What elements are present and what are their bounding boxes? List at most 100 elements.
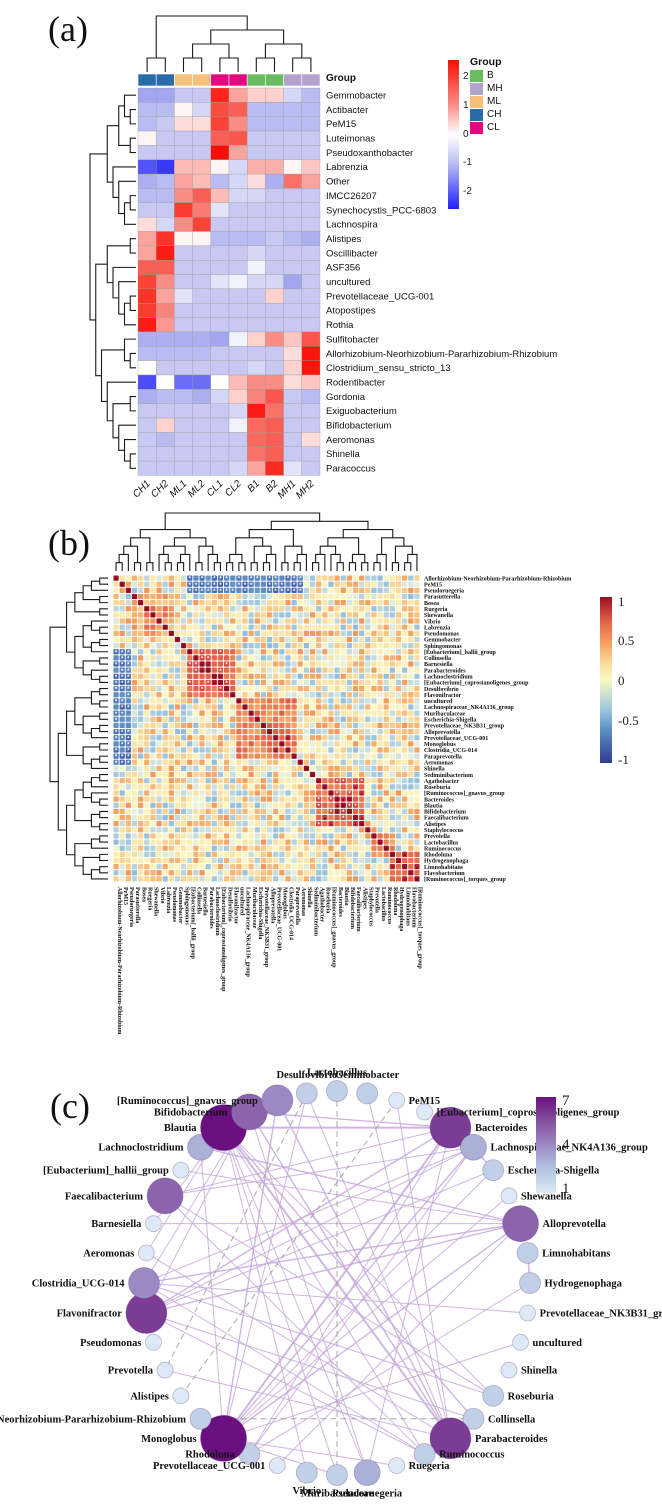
correlation-cell xyxy=(303,655,310,661)
correlation-cell xyxy=(346,642,353,649)
correlation-cell xyxy=(131,704,138,710)
correlation-cell xyxy=(303,833,310,839)
correlation-cell xyxy=(113,747,119,753)
correlation-cell xyxy=(266,864,273,870)
correlation-cell xyxy=(260,790,267,796)
correlation-cell xyxy=(328,673,334,679)
correlation-cell xyxy=(334,839,340,845)
correlation-cell xyxy=(414,802,420,808)
heatmap-cell xyxy=(210,231,230,247)
correlation-cell xyxy=(205,765,211,772)
correlation-cell xyxy=(414,827,420,833)
network-edge xyxy=(223,1127,475,1420)
correlation-cell xyxy=(408,839,414,845)
correlation-cell xyxy=(316,759,322,765)
correlation-cell xyxy=(279,790,285,796)
correlation-cell xyxy=(150,618,156,624)
correlation-cell xyxy=(340,685,346,692)
correlation-cell xyxy=(334,784,340,790)
heatmap-cell xyxy=(174,303,193,318)
correlation-cell xyxy=(389,802,395,808)
correlation-cell xyxy=(297,857,303,864)
correlation-cell xyxy=(297,618,303,624)
correlation-cell xyxy=(279,692,285,698)
correlation-cell xyxy=(217,857,224,864)
correlation-cell xyxy=(408,685,414,692)
correlation-cell xyxy=(266,679,273,686)
correlation-cell xyxy=(119,636,125,643)
correlation-cell xyxy=(389,851,395,857)
heatmap-cell xyxy=(210,374,230,390)
correlation-cell xyxy=(119,704,125,710)
correlation-cell xyxy=(340,642,346,649)
correlation-cell xyxy=(205,753,211,759)
column-label: Barnesiella xyxy=(202,887,208,916)
correlation-cell xyxy=(187,600,193,606)
row-label: [Ruminococcus]_torques_group xyxy=(424,877,506,883)
correlation-cell xyxy=(156,876,162,882)
correlation-cell xyxy=(297,593,303,600)
diagonal-triangle: ▲ xyxy=(261,723,265,728)
correlation-cell xyxy=(316,845,322,851)
correlation-cell xyxy=(162,685,168,692)
correlation-cell xyxy=(242,864,248,870)
correlation-cell xyxy=(408,661,414,667)
correlation-cell xyxy=(156,784,162,790)
row-label: [Eubacterium]_hallii_group xyxy=(424,650,497,656)
correlation-cell xyxy=(365,661,371,667)
correlation-cell xyxy=(156,679,162,686)
correlation-cell xyxy=(156,704,162,710)
correlation-cell xyxy=(230,765,236,772)
correlation-cell xyxy=(248,870,254,876)
correlation-cell xyxy=(236,784,242,790)
heatmap-cell xyxy=(301,159,321,175)
correlation-cell xyxy=(322,692,328,698)
correlation-cell xyxy=(254,759,260,765)
correlation-cell xyxy=(395,771,402,778)
correlation-cell xyxy=(211,851,217,857)
correlation-cell xyxy=(138,716,144,722)
correlation-cell xyxy=(279,661,285,667)
correlation-cell xyxy=(414,649,420,655)
correlation-cell xyxy=(236,624,242,630)
correlation-cell xyxy=(346,624,353,630)
heatmap-cell xyxy=(265,331,284,347)
correlation-cell xyxy=(174,771,181,778)
correlation-cell xyxy=(260,642,267,649)
correlation-cell xyxy=(125,587,131,593)
heatmap-cell xyxy=(228,346,248,361)
correlation-cell xyxy=(138,821,144,827)
diagonal-triangle: ▲ xyxy=(317,778,321,783)
correlation-cell xyxy=(193,649,199,655)
correlation-cell xyxy=(346,600,353,606)
correlation-cell xyxy=(328,600,334,606)
diagonal-triangle: ▲ xyxy=(390,852,394,857)
correlation-cell xyxy=(205,630,211,636)
correlation-cell xyxy=(193,655,199,661)
heatmap-cell xyxy=(228,260,248,275)
heatmap-cell xyxy=(301,130,321,146)
correlation-cell xyxy=(285,833,291,839)
heatmap-cell xyxy=(228,159,248,175)
correlation-cell xyxy=(199,722,205,729)
correlation-cell xyxy=(211,821,217,827)
correlation-cell xyxy=(266,753,273,759)
heatmap-cell xyxy=(174,102,193,117)
network-node xyxy=(189,1407,212,1430)
correlation-cell xyxy=(395,593,402,600)
correlation-cell xyxy=(334,722,340,729)
correlation-cell xyxy=(297,673,303,679)
correlation-cell xyxy=(248,827,254,833)
correlation-cell xyxy=(125,857,131,864)
correlation-cell xyxy=(156,655,162,661)
correlation-cell xyxy=(187,649,193,655)
significance-star: * xyxy=(219,589,222,595)
correlation-cell xyxy=(230,845,236,851)
correlation-cell xyxy=(113,814,119,821)
correlation-cell xyxy=(346,710,353,716)
heatmap-cell xyxy=(301,317,321,333)
correlation-cell xyxy=(230,759,236,765)
correlation-cell xyxy=(254,722,260,729)
correlation-cell xyxy=(168,606,174,612)
correlation-cell xyxy=(156,796,162,802)
